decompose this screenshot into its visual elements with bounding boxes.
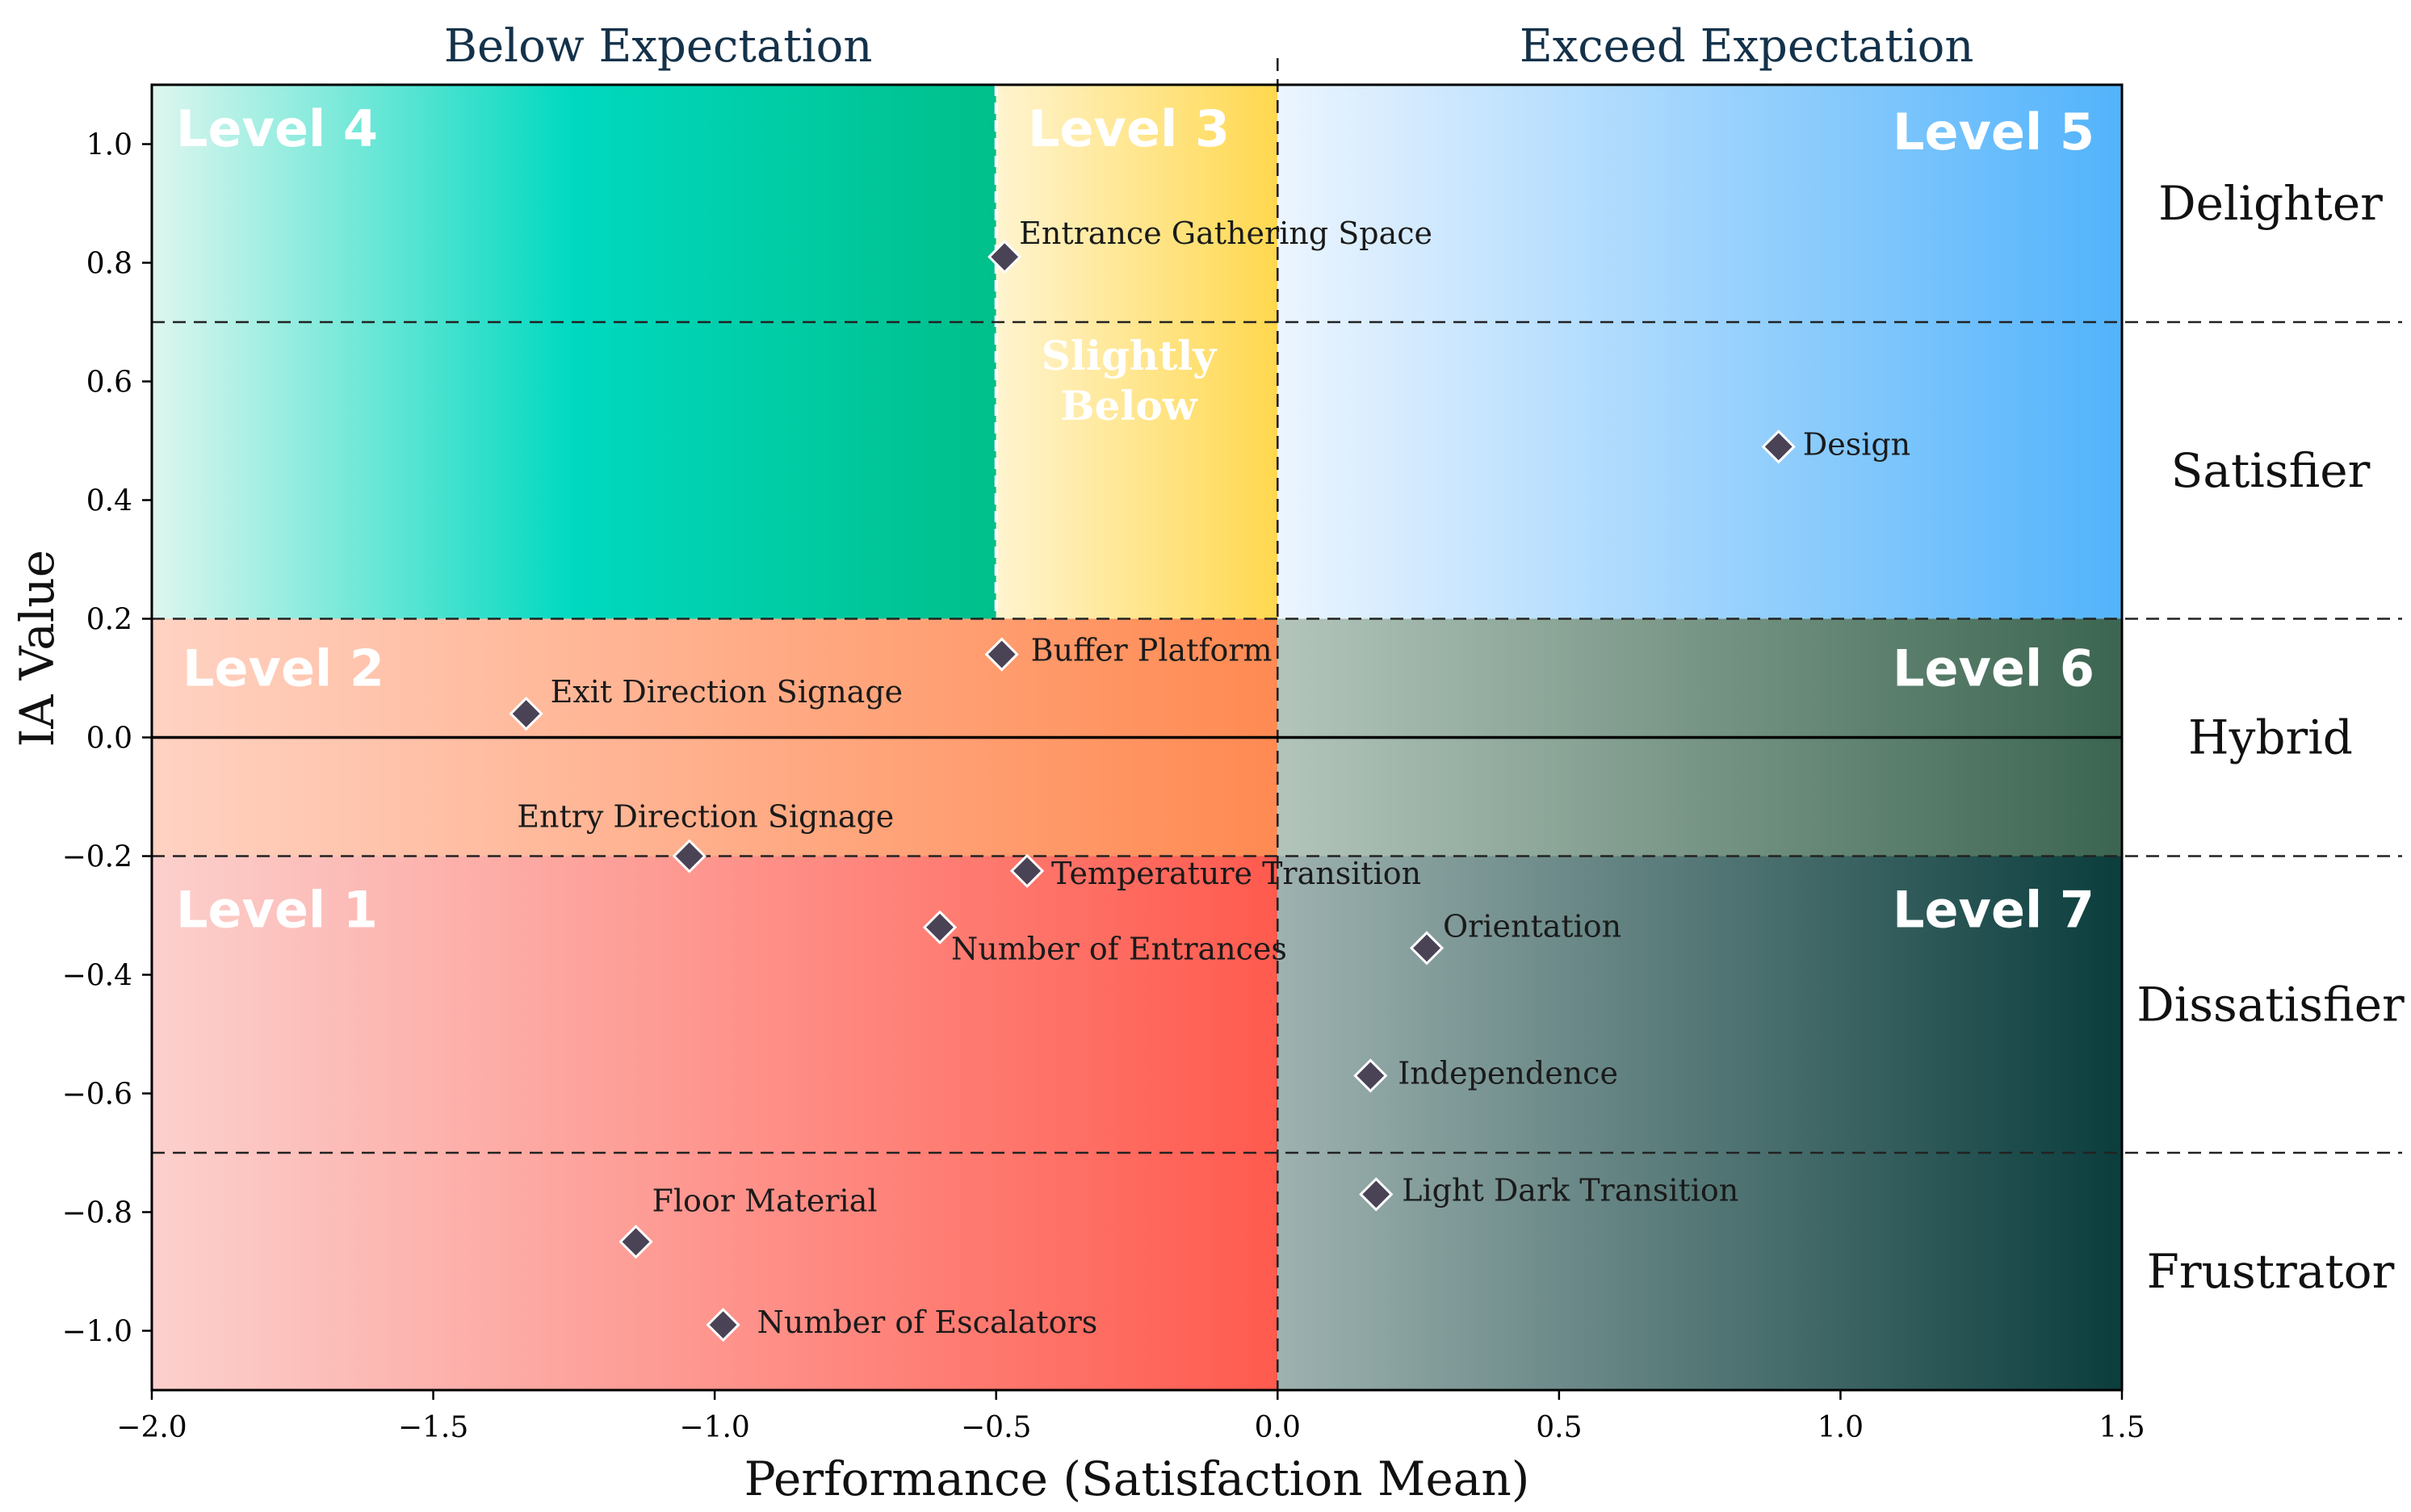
- zone-label-level-2: Level 2: [182, 639, 384, 698]
- point-label-exit-direction-signage: Exit Direction Signage: [551, 674, 904, 710]
- x-tick-label: −0.5: [961, 1411, 1031, 1444]
- lines-layer: [152, 58, 2402, 1390]
- point-buffer-platform: [984, 637, 1019, 672]
- point-label-number-of-escalators: Number of Escalators: [757, 1305, 1098, 1340]
- below-expectation-label: Below Expectation: [444, 20, 873, 73]
- category-label-hybrid: Hybrid: [2188, 710, 2353, 765]
- y-tick-label: 0.8: [86, 248, 132, 281]
- zone-label-level-1: Level 1: [176, 881, 378, 940]
- x-tick-label: −1.0: [679, 1411, 749, 1444]
- point-temperature-transition: [1009, 853, 1045, 888]
- category-label-satisfier: Satisfier: [2171, 443, 2371, 498]
- zone-label-level-7: Level 7: [1893, 881, 2094, 940]
- point-orientation: [1409, 931, 1445, 965]
- point-label-orientation: Orientation: [1443, 908, 1621, 944]
- points-layer: Entrance Gathering Space Design Buffer Pla…: [509, 216, 1910, 1342]
- point-label-light-dark-transition: Light Dark Transition: [1402, 1172, 1738, 1208]
- point-label-number-of-entrances: Number of Entrances: [951, 932, 1287, 967]
- y-tick-label: −0.2: [62, 841, 132, 874]
- point-label-entrance-gathering-space: Entrance Gathering Space: [1019, 216, 1432, 251]
- point-label-entry-direction-signage: Entry Direction Signage: [517, 799, 894, 835]
- y-tick-label: 0.6: [86, 366, 132, 400]
- y-axis-label: IA Value: [10, 550, 65, 748]
- point-light-dark-transition: [1359, 1177, 1394, 1212]
- point-label-independence: Independence: [1398, 1055, 1618, 1091]
- x-tick-label: 1.0: [1818, 1411, 1864, 1444]
- zone-label-level-3: Level 3: [1028, 99, 1230, 158]
- point-independence: [1353, 1058, 1388, 1093]
- x-tick-label: 0.5: [1536, 1411, 1582, 1444]
- category-label-delighter: Delighter: [2158, 176, 2383, 231]
- x-axis-label: Performance (Satisfaction Mean): [744, 1451, 1530, 1506]
- x-tick-label: 1.5: [2099, 1411, 2145, 1444]
- point-design: [1761, 429, 1796, 464]
- point-label-floor-material: Floor Material: [652, 1183, 878, 1218]
- y-tick-label: −0.4: [62, 960, 132, 993]
- exceed-expectation-label: Exceed Expectation: [1520, 20, 1974, 73]
- x-tick-label: −1.5: [398, 1411, 468, 1444]
- point-number-of-escalators: [706, 1308, 740, 1342]
- axes-layer: −2.0 −1.5 −1.0 −0.5 0.0 0.5 1.0 1.5 1.0 0.8 0.6 0.4…: [62, 83, 2145, 1444]
- point-number-of-entrances: [922, 910, 958, 944]
- point-label-temperature-transition: Temperature Transition: [1051, 856, 1421, 891]
- y-tick-label: 0.2: [86, 604, 132, 637]
- point-label-buffer-platform: Buffer Platform: [1031, 633, 1273, 668]
- y-tick-label: −0.8: [62, 1197, 132, 1230]
- point-entrance-gathering-space: [987, 240, 1022, 274]
- y-tick-label: 0.4: [86, 485, 132, 518]
- point-exit-direction-signage: [509, 696, 543, 731]
- zone-level-3: [996, 85, 1278, 619]
- text-layer: Performance (Satisfaction Mean) IA Value B…: [10, 20, 2405, 1506]
- category-label-frustrator: Frustrator: [2147, 1244, 2395, 1299]
- point-label-design: Design: [1803, 426, 1910, 462]
- y-tick-label: −1.0: [62, 1316, 132, 1349]
- point-floor-material: [618, 1225, 653, 1259]
- y-tick-label: 0.0: [86, 722, 132, 756]
- category-label-dissatisfier: Dissatisfier: [2136, 977, 2405, 1032]
- zone-sublabel-slightly: Slightly: [1042, 332, 1218, 379]
- zone-level-1: [152, 856, 1278, 1390]
- y-tick-label: 1.0: [86, 129, 132, 162]
- zone-label-level-6: Level 6: [1893, 639, 2094, 698]
- zone-label-level-4: Level 4: [176, 99, 378, 158]
- point-entry-direction-signage: [672, 839, 707, 873]
- zone-level-5: [1277, 85, 2122, 619]
- zone-sublabel-below: Below: [1060, 382, 1198, 429]
- zone-label-level-5: Level 5: [1893, 103, 2094, 161]
- x-tick-label: 0.0: [1255, 1411, 1301, 1444]
- zone-level-4: [152, 85, 996, 619]
- x-tick-label: −2.0: [116, 1411, 187, 1444]
- y-tick-label: −0.6: [62, 1079, 132, 1112]
